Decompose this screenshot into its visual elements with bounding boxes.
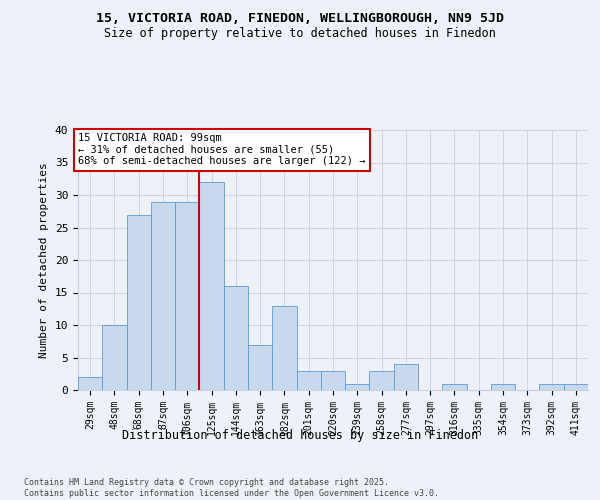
Bar bbox=[151, 202, 175, 390]
Text: Contains HM Land Registry data © Crown copyright and database right 2025.
Contai: Contains HM Land Registry data © Crown c… bbox=[24, 478, 439, 498]
Bar bbox=[272, 306, 296, 390]
Text: Size of property relative to detached houses in Finedon: Size of property relative to detached ho… bbox=[104, 28, 496, 40]
Bar bbox=[224, 286, 248, 390]
Bar bbox=[491, 384, 515, 390]
Bar bbox=[394, 364, 418, 390]
Bar bbox=[370, 370, 394, 390]
Bar bbox=[321, 370, 345, 390]
Text: 15 VICTORIA ROAD: 99sqm
← 31% of detached houses are smaller (55)
68% of semi-de: 15 VICTORIA ROAD: 99sqm ← 31% of detache… bbox=[78, 133, 365, 166]
Y-axis label: Number of detached properties: Number of detached properties bbox=[39, 162, 49, 358]
Bar bbox=[564, 384, 588, 390]
Bar bbox=[199, 182, 224, 390]
Bar bbox=[102, 325, 127, 390]
Bar bbox=[539, 384, 564, 390]
Bar bbox=[345, 384, 370, 390]
Bar bbox=[442, 384, 467, 390]
Bar bbox=[248, 344, 272, 390]
Text: Distribution of detached houses by size in Finedon: Distribution of detached houses by size … bbox=[122, 428, 478, 442]
Bar bbox=[175, 202, 199, 390]
Bar bbox=[78, 377, 102, 390]
Text: 15, VICTORIA ROAD, FINEDON, WELLINGBOROUGH, NN9 5JD: 15, VICTORIA ROAD, FINEDON, WELLINGBOROU… bbox=[96, 12, 504, 26]
Bar bbox=[296, 370, 321, 390]
Bar bbox=[127, 214, 151, 390]
